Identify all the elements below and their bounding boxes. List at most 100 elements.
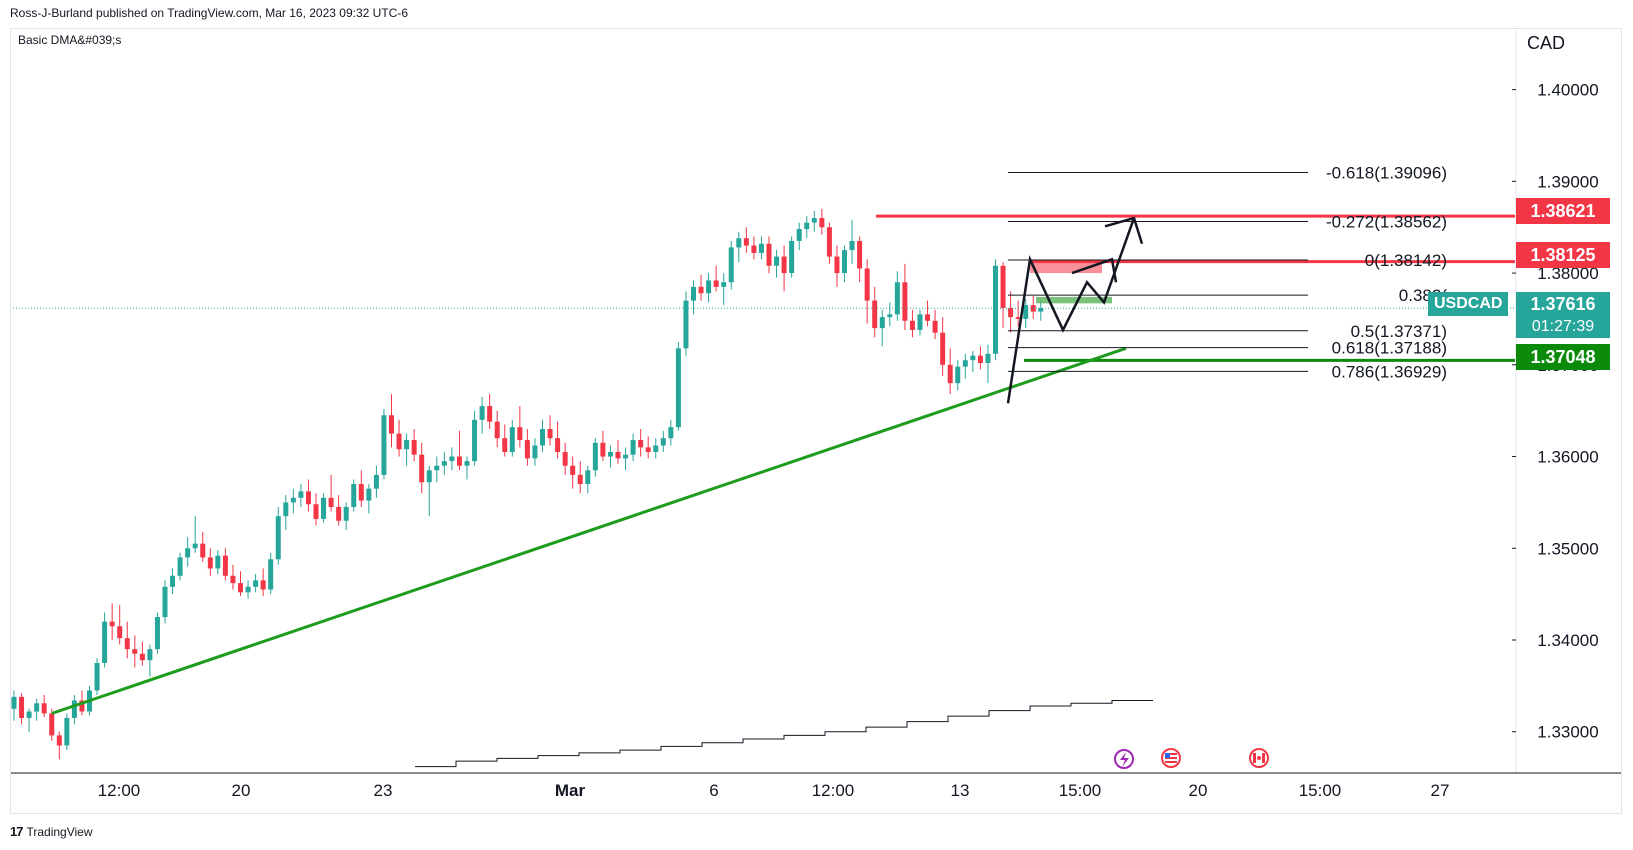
time-tick-label: 20 bbox=[1189, 781, 1208, 800]
canada-flag-event-icon[interactable] bbox=[1249, 748, 1269, 768]
candle-body bbox=[736, 238, 742, 248]
candle-body bbox=[139, 653, 145, 661]
candle-body bbox=[434, 465, 440, 471]
fib-level-label: 0.618(1.37188) bbox=[1332, 339, 1447, 358]
candle-body bbox=[585, 470, 591, 485]
study-label[interactable]: Basic DMA&#039;s bbox=[18, 33, 122, 47]
candle bbox=[547, 415, 553, 446]
candle bbox=[736, 231, 742, 263]
candle-body bbox=[381, 415, 387, 475]
resistance-1-price-tag[interactable]: 1.38621 bbox=[1516, 198, 1610, 224]
candle-body bbox=[64, 717, 70, 746]
candle-body bbox=[268, 559, 274, 590]
event-icons bbox=[1114, 748, 1269, 769]
candle bbox=[230, 564, 236, 590]
fib-level-label: -0.272(1.38562) bbox=[1326, 213, 1447, 232]
candle-body bbox=[472, 419, 478, 462]
candle bbox=[909, 309, 915, 338]
candle bbox=[615, 440, 621, 464]
price-tick-label: 1.39000 bbox=[1537, 172, 1598, 191]
price-tick-label: 1.34000 bbox=[1537, 631, 1598, 650]
candle-body bbox=[124, 638, 130, 650]
candle-body bbox=[419, 454, 425, 483]
symbol-tag[interactable]: USDCAD bbox=[1428, 292, 1509, 316]
candle bbox=[1000, 262, 1006, 329]
candle-body bbox=[404, 440, 410, 450]
candle bbox=[517, 406, 523, 448]
candle bbox=[728, 240, 734, 290]
candle-body bbox=[238, 583, 243, 593]
candle-body bbox=[713, 280, 719, 287]
candle bbox=[305, 479, 311, 512]
candle-body bbox=[79, 700, 85, 712]
candle bbox=[124, 621, 130, 659]
time-tick-label: 15:00 bbox=[1299, 781, 1342, 800]
candle bbox=[117, 605, 123, 645]
lightning-event-icon[interactable] bbox=[1114, 749, 1134, 769]
candle-body bbox=[41, 703, 47, 714]
uptrend-line bbox=[51, 346, 1127, 715]
candle bbox=[49, 708, 55, 741]
candle bbox=[396, 419, 402, 457]
candle bbox=[19, 693, 25, 725]
moving-average-layer bbox=[415, 700, 1153, 768]
candle-body bbox=[441, 461, 447, 466]
candle bbox=[441, 451, 447, 475]
candle-body bbox=[668, 427, 674, 439]
candle bbox=[834, 245, 840, 287]
candle-body bbox=[494, 421, 500, 439]
candle-body bbox=[532, 445, 538, 459]
resistance-2-price-tag[interactable]: 1.38125 bbox=[1516, 242, 1610, 268]
candle bbox=[1015, 300, 1021, 327]
candle-body bbox=[743, 238, 749, 246]
candle bbox=[207, 548, 213, 576]
candle-body bbox=[517, 427, 523, 441]
candle bbox=[842, 245, 847, 283]
moving-average-line bbox=[415, 700, 1153, 768]
us-flag-event-icon[interactable] bbox=[1161, 748, 1181, 768]
time-tick-label: 23 bbox=[374, 781, 393, 800]
time-tick-label: 12:00 bbox=[98, 781, 141, 800]
candle bbox=[26, 708, 32, 732]
support-1-price-tag[interactable]: 1.37048 bbox=[1516, 344, 1610, 370]
candle bbox=[706, 273, 712, 303]
candle-body bbox=[562, 451, 568, 466]
candle bbox=[456, 430, 462, 471]
candle-body bbox=[71, 700, 77, 718]
candle-body bbox=[305, 491, 311, 505]
candle bbox=[713, 265, 719, 292]
time-tick-label: Mar bbox=[555, 781, 586, 800]
candle-body bbox=[411, 440, 417, 455]
projection-arrow-2 bbox=[1104, 216, 1144, 245]
candle-body bbox=[615, 451, 621, 459]
candle-body bbox=[147, 649, 153, 661]
candle-body bbox=[524, 440, 530, 459]
candle-body bbox=[11, 696, 17, 709]
candle bbox=[479, 396, 485, 434]
candle-body bbox=[811, 218, 817, 223]
price-tick-label: 1.38000 bbox=[1537, 264, 1598, 283]
candle bbox=[766, 236, 772, 274]
candle bbox=[932, 309, 938, 340]
candle-body bbox=[940, 332, 946, 365]
candle bbox=[630, 433, 636, 462]
candle-body bbox=[947, 364, 953, 384]
candle bbox=[940, 317, 946, 376]
last-price-tag[interactable]: 1.37616 bbox=[1516, 292, 1610, 316]
candle-body bbox=[34, 703, 40, 712]
candle bbox=[872, 286, 878, 338]
footer-branding[interactable]: 17 TradingView bbox=[10, 824, 93, 839]
candle bbox=[751, 236, 757, 260]
candle bbox=[600, 430, 606, 462]
candle-body bbox=[857, 240, 863, 269]
candle bbox=[653, 438, 659, 459]
candle-body bbox=[645, 447, 651, 452]
candle bbox=[826, 222, 832, 264]
price-axis-bg bbox=[1516, 30, 1622, 773]
candle-body bbox=[177, 557, 183, 576]
candle bbox=[336, 495, 342, 526]
candle bbox=[570, 456, 576, 489]
candle-body bbox=[1023, 305, 1029, 319]
candle bbox=[215, 550, 221, 574]
